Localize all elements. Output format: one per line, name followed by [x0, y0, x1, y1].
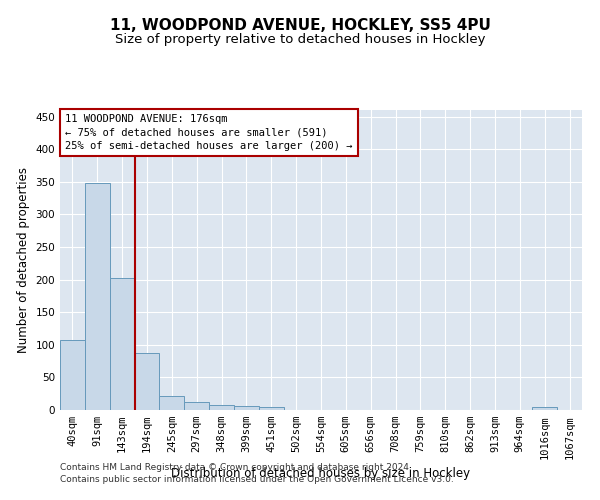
Bar [110, 278, 134, 410]
Bar [532, 408, 557, 410]
Bar [160, 396, 184, 410]
Text: 11 WOODPOND AVENUE: 176sqm
← 75% of detached houses are smaller (591)
25% of sem: 11 WOODPOND AVENUE: 176sqm ← 75% of deta… [65, 114, 353, 151]
Text: Size of property relative to detached houses in Hockley: Size of property relative to detached ho… [115, 32, 485, 46]
Bar [234, 406, 259, 410]
Text: 11, WOODPOND AVENUE, HOCKLEY, SS5 4PU: 11, WOODPOND AVENUE, HOCKLEY, SS5 4PU [110, 18, 490, 32]
Bar [259, 408, 284, 410]
Text: Contains public sector information licensed under the Open Government Licence v3: Contains public sector information licen… [60, 475, 454, 484]
Bar [184, 402, 209, 410]
Bar [85, 183, 110, 410]
X-axis label: Distribution of detached houses by size in Hockley: Distribution of detached houses by size … [172, 467, 470, 480]
Bar [134, 352, 160, 410]
Y-axis label: Number of detached properties: Number of detached properties [17, 167, 30, 353]
Bar [60, 340, 85, 410]
Bar [209, 405, 234, 410]
Text: Contains HM Land Registry data © Crown copyright and database right 2024.: Contains HM Land Registry data © Crown c… [60, 462, 412, 471]
